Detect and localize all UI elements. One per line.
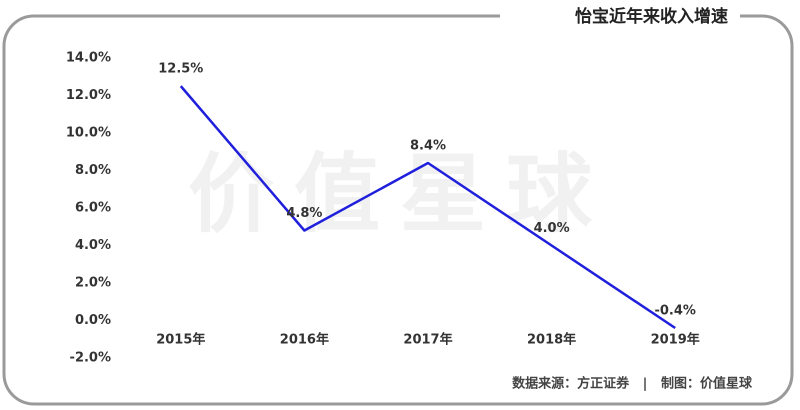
y-tick-label: 6.0% — [75, 201, 111, 216]
value-label: 8.4% — [410, 139, 446, 154]
value-label: -0.4% — [654, 304, 695, 319]
y-tick-label: 10.0% — [66, 126, 111, 141]
chart-title: 怡宝近年来收入增速 — [575, 6, 728, 27]
y-tick-label: -2.0% — [70, 351, 111, 366]
line-series — [179, 85, 676, 330]
x-tick-label: 2017年 — [403, 332, 452, 348]
y-tick-label: 8.0% — [75, 163, 111, 178]
value-label: 4.8% — [286, 206, 322, 221]
title-backdrop — [500, 4, 740, 30]
y-tick-label: 12.0% — [66, 88, 111, 103]
x-tick-label: 2016年 — [280, 332, 329, 348]
frame — [2, 14, 794, 406]
y-tick-label: 4.0% — [75, 238, 111, 253]
value-label: 4.0% — [534, 221, 570, 236]
value-label: 12.5% — [158, 62, 203, 77]
source-note: 数据来源：方正证券 | 制图：价值星球 — [512, 376, 753, 392]
x-tick-label: 2018年 — [527, 332, 576, 348]
x-tick-label: 2015年 — [156, 332, 205, 348]
y-tick-label: 14.0% — [66, 51, 111, 66]
x-tick-label: 2019年 — [651, 332, 700, 348]
y-tick-label: 0.0% — [75, 313, 111, 328]
y-tick-label: 2.0% — [75, 276, 111, 291]
